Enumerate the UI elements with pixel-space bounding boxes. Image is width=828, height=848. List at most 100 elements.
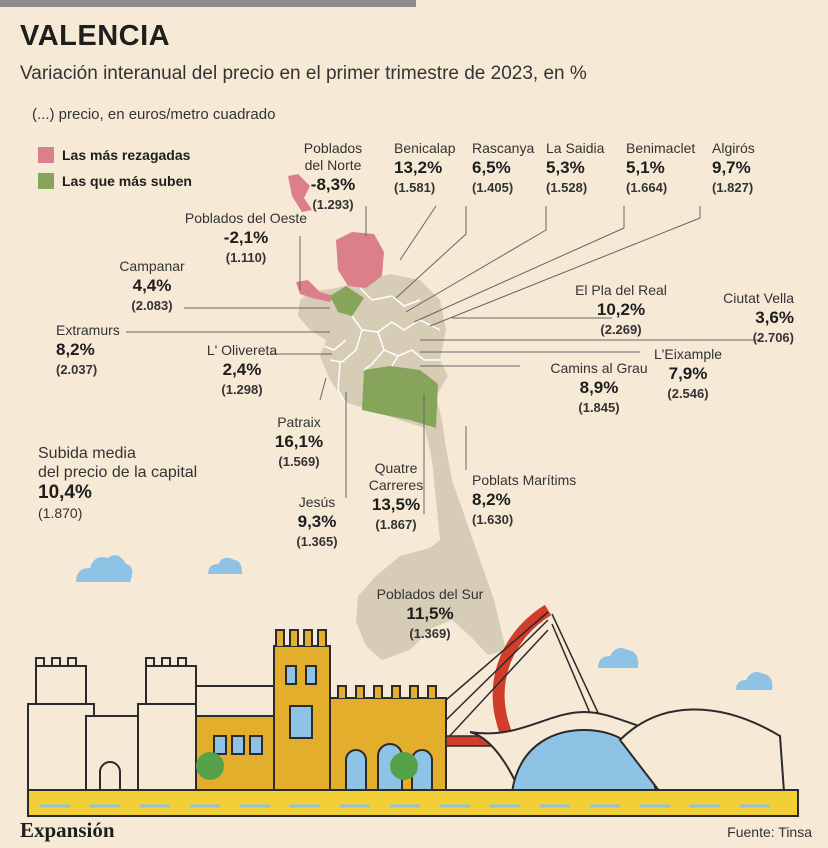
district-price: (1.630) [472, 512, 514, 527]
district-price: (1.365) [296, 534, 338, 549]
torres-de-serranos-icon [27, 657, 205, 791]
district-change: 5,3% [546, 158, 585, 177]
district-price: (1.845) [578, 400, 620, 415]
district-change: 3,6% [755, 308, 794, 327]
cloud-icons [76, 555, 773, 690]
district-name: Benimaclet [626, 140, 696, 156]
district-name: Poblados del Sur [376, 586, 484, 602]
district-change: 6,5% [472, 158, 511, 177]
label-poblados-sur: Poblados del Sur 11,5% (1.369) [368, 586, 492, 642]
district-name: Poblats Marítims [472, 472, 577, 488]
district-price: (2.083) [131, 298, 173, 313]
label-poblados-oeste: Poblados del Oeste -2,1% (1.110) [176, 210, 316, 266]
units-note: (...) precio, en euros/metro cuadrado [32, 106, 276, 123]
leader-lines [126, 205, 760, 514]
district-change: 11,5% [406, 604, 454, 623]
label-olivereta: L' Olivereta 2,4% (1.298) [192, 342, 292, 398]
top-rule [0, 0, 416, 7]
ciudad-artes-ciencias-icon [469, 708, 786, 793]
label-la-saidia: La Saidia 5,3% (1.528) [546, 140, 604, 196]
district-price: (1.827) [712, 180, 754, 195]
water-strip [27, 789, 799, 817]
label-poblats-maritims: Poblats Marítims 8,2% (1.630) [472, 472, 576, 528]
district-price: (1.569) [278, 454, 320, 469]
district-change: 9,3% [297, 512, 337, 531]
district-name: Extramurs [56, 322, 120, 338]
district-change: -8,3% [310, 175, 356, 194]
label-benimaclet: Benimaclet 5,1% (1.664) [626, 140, 695, 196]
skyline [27, 604, 799, 817]
average-price: (1.870) [38, 505, 83, 521]
page-subtitle: Variación interanual del precio en el pr… [20, 63, 587, 84]
city-map [288, 174, 506, 660]
district-price: (1.298) [221, 382, 263, 397]
brand-logo: Expansión [20, 818, 115, 842]
label-rascanya: Rascanya 6,5% (1.405) [472, 140, 534, 196]
tree-icon [196, 752, 224, 780]
map-poblados-norte-islet [288, 174, 312, 212]
district-price: (1.405) [472, 180, 514, 195]
district-name: Jesús [298, 494, 336, 510]
tree-icon [390, 752, 418, 780]
district-change: -2,1% [223, 228, 269, 247]
district-price: (1.664) [626, 180, 668, 195]
legend-riser-label: Las que más suben [62, 173, 192, 189]
district-price: (2.706) [752, 330, 794, 345]
district-name: Quatre [374, 460, 418, 476]
district-name: L'Eixample [653, 346, 723, 362]
district-name: Camins al Grau [550, 360, 648, 376]
map-campanar [330, 286, 364, 316]
label-eixample: L'Eixample 7,9% (2.546) [648, 346, 728, 402]
district-name: Campanar [119, 258, 185, 274]
district-price: (1.369) [409, 626, 451, 641]
district-change: 13,5% [371, 495, 421, 514]
map-quatre-carreres [362, 366, 438, 428]
district-change: 9,7% [712, 158, 751, 177]
district-borders [323, 287, 441, 403]
average-label: Subida media [38, 445, 136, 462]
district-change: 13,2% [394, 158, 443, 177]
label-campanar: Campanar 4,4% (2.083) [104, 258, 200, 314]
district-price: (1.110) [225, 250, 267, 265]
label-jesus: Jesús 9,3% (1.365) [284, 494, 350, 550]
district-change: 8,2% [472, 490, 511, 509]
average-change: 10,4% [38, 482, 92, 503]
page-title: VALENCIA [20, 20, 171, 52]
legend-laggard: Las más rezagadas [38, 147, 190, 163]
cloud-icon [76, 555, 133, 582]
district-name: Algirós [712, 140, 755, 156]
district-name: Rascanya [472, 140, 535, 156]
cloud-icon [736, 672, 773, 690]
district-name: Poblados del Oeste [184, 210, 308, 226]
map-poblados-norte [336, 232, 384, 288]
map-poblados-oeste [296, 280, 334, 302]
label-camins-al-grau: Camins al Grau 8,9% (1.845) [522, 360, 676, 416]
district-name: Ciutat Vella [723, 290, 794, 306]
label-benicalap: Benicalap 13,2% (1.581) [394, 140, 456, 196]
legend-riser-swatch [38, 173, 54, 189]
district-change: 10,2% [596, 300, 646, 319]
cloud-icon [208, 557, 242, 574]
district-price: (1.867) [375, 517, 417, 532]
average-label: del precio de la capital [38, 464, 198, 481]
label-pla-del-real: El Pla del Real 10,2% (2.269) [554, 282, 688, 338]
district-name: Benicalap [394, 140, 456, 156]
district-name: La Saidia [546, 140, 605, 156]
label-ciutat-vella: Ciutat Vella 3,6% (2.706) [700, 290, 794, 346]
district-change: 16,1% [274, 432, 324, 451]
cloud-icon [598, 648, 639, 668]
district-price: (1.293) [312, 197, 354, 212]
district-change: 4,4% [132, 276, 172, 295]
district-price: (1.581) [394, 180, 436, 195]
district-price: (1.528) [546, 180, 588, 195]
district-change: 8,2% [56, 340, 95, 359]
legend-laggard-swatch [38, 147, 54, 163]
district-name: del Norte [304, 157, 362, 173]
district-name: Patraix [277, 414, 321, 430]
label-quatre-carreres: Quatre Carreres 13,5% (1.867) [358, 460, 434, 533]
legend-riser: Las que más suben [38, 173, 192, 189]
district-change: 8,9% [579, 378, 619, 397]
district-price: (2.269) [600, 322, 642, 337]
district-name: Carreres [368, 477, 424, 493]
